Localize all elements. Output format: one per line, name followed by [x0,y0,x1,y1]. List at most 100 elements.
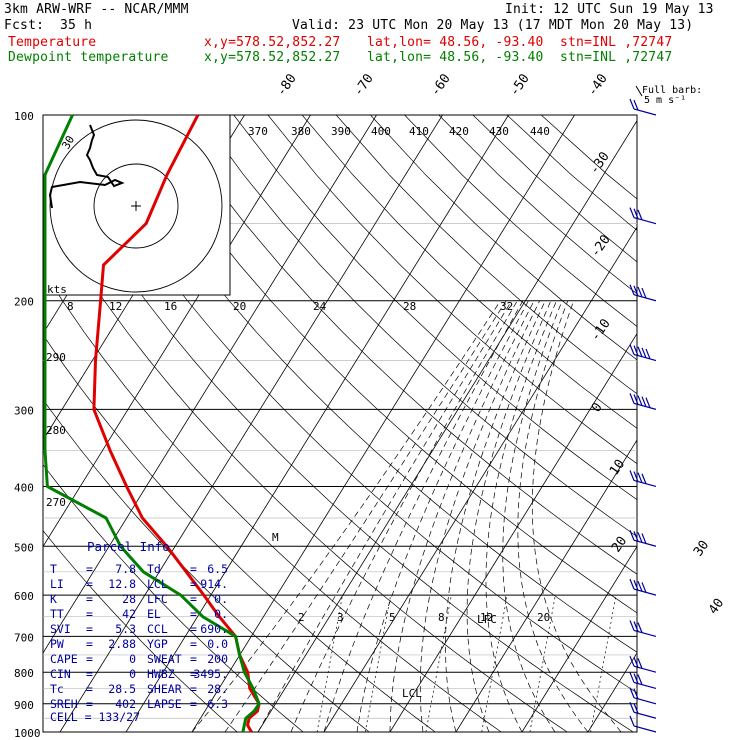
parcel-key: HWBZ [147,667,175,681]
hodograph-ring-label: 30 [59,134,77,152]
mixing-ratio-line [481,595,508,732]
moist-adiabat [356,300,529,732]
dewpoint-station: stn=INL ,72747 [560,50,673,65]
dry-adiabat [43,398,370,732]
temperature-xy: x,y=578.52,852.27 [204,35,341,50]
pressure-tick-label: 200 [14,296,34,309]
hodograph-kts-label: kts [47,283,67,296]
theta-e-label: 420 [449,125,469,138]
dry-adiabat [438,115,637,295]
parcel-value: 28.5 [108,682,136,696]
moist-adiabat [517,300,589,732]
hodograph-speed-label: 24 [313,300,327,313]
theta-e-label: 440 [530,125,550,138]
isotherm [323,226,637,732]
isotherm [257,119,637,732]
isotherm [654,115,740,732]
dry-adiabat [43,205,568,732]
wind-barb [629,578,657,596]
isotherm-label: -10 [588,316,614,344]
isotherm [125,115,509,732]
dry-adiabat [43,140,634,732]
isotherm [389,332,637,732]
pressure-tick-label: 100 [14,110,34,123]
parcel-value: 200 [207,652,228,666]
parcel-value: 0 [129,652,136,666]
forecast-hour: 35 h [60,18,93,33]
lfc-annotation: LFC [477,613,497,626]
parcel-key: LI [50,577,64,591]
isotherm [43,115,377,654]
mixing-ratio-label: 2 [298,611,305,624]
dry-adiabat [131,115,637,614]
parcel-eq: = [190,562,197,576]
pressure-tick-label: 700 [14,631,34,644]
parcel-key: CCL [147,622,168,636]
temperature-latlon: lat,lon= 48.56, -93.40 [367,35,544,50]
parcel-eq: = [86,667,93,681]
isotherm [59,115,443,732]
isotherm [720,115,740,732]
sounding-curves [43,114,261,733]
moist-adiabat [224,300,507,732]
dry-adiabat [43,334,436,732]
hodograph-speed-label: 12 [109,300,122,313]
parcel-key: SVI [50,622,71,636]
mixing-ratio-label: 8 [438,611,445,624]
parcel-value: 28 [122,592,136,606]
parcel-key: LFC [147,592,168,606]
isotherm-label: -40 [585,71,611,99]
parcel-eq: = [190,577,197,591]
moist-adiabat [485,300,557,732]
wind-barb [629,530,657,547]
isotherm-label: 40 [706,596,727,617]
parcel-value: 914. [200,577,228,591]
mixing-ratio-line [425,595,452,732]
parcel-eq: = [190,652,197,666]
hodograph-speed-labels: 8 12 16 20 24 28 32 [67,300,513,313]
wind-barbs [629,98,657,733]
parcel-key: EL [147,607,161,621]
theta-e-label: 410 [409,125,429,138]
mixing-ratio-label: 20 [537,611,550,624]
isotherm [587,652,637,732]
isotherm-label: -50 [507,71,533,99]
mixing-ratio-line [590,595,617,732]
model-title: 3km ARW-WRF -- NCAR/MMM [4,2,189,17]
mixing-ratio-label: 12 [480,611,493,624]
parcel-eq: = [86,652,93,666]
parcel-eq: = [190,667,197,681]
hodograph-ring-inner [93,163,179,249]
parcel-key: YGP [147,637,168,651]
wind-barb [629,672,657,690]
isotherm-label: -80 [274,71,300,99]
isotherm-label: 10 [607,457,628,478]
pressure-tick-label: 900 [14,699,34,712]
isotherm [455,439,637,732]
theta-label: 280 [46,424,66,437]
parcel-key: SREH [50,697,78,711]
parcel-info-panel: Parcel Info T = 7.8 Td = 6.5LI = 12.8 LCL = 914.K =… [50,539,228,724]
dry-adiabat [506,115,637,231]
isotherm-label: 30 [691,538,712,559]
wind-barb [629,687,657,705]
barb-legend-units: 5 m s⁻¹ [644,95,686,106]
init-time: Init: 12 UTC Sun 19 May 13 [505,2,714,17]
parcel-key: PW [50,637,64,651]
wind-barb [629,207,657,225]
theta-label: 290 [46,351,66,364]
parcel-eq: = [190,697,197,711]
parcel-value: 402 [115,697,136,711]
pressure-tick-label: 500 [14,541,34,554]
dry-adiabat [370,115,637,361]
isotherm-label: -60 [428,71,454,99]
parcel-value: 0. [214,592,228,606]
isotherm-label: -30 [587,149,613,177]
pressure-tick-label: 1000 [14,727,41,740]
hodograph-speed-label: 28 [403,300,416,313]
hodograph-speed-label: 32 [500,300,513,313]
parcel-value: 7.8 [115,562,136,576]
parcel-eq: = [86,637,93,651]
parcel-value: 6.3 [207,697,228,711]
mixing-ratio-line [529,595,556,732]
